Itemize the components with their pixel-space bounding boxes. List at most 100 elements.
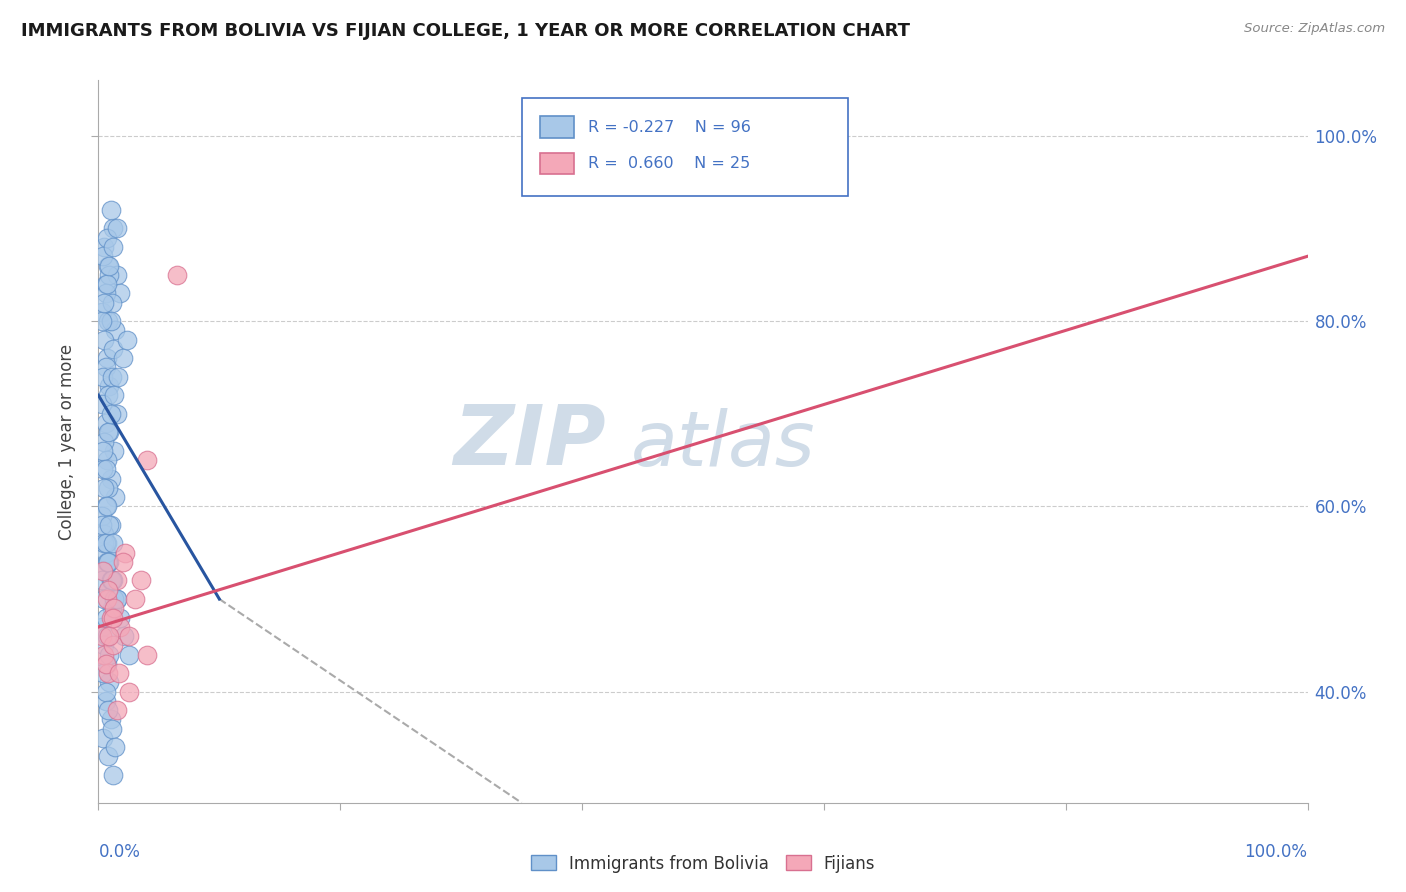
- Point: [103, 592, 125, 607]
- Point: [98, 675, 121, 690]
- Point: [96, 536, 118, 550]
- FancyBboxPatch shape: [540, 117, 574, 138]
- Text: IMMIGRANTS FROM BOLIVIA VS FIJIAN COLLEGE, 1 YEAR OR MORE CORRELATION CHART: IMMIGRANTS FROM BOLIVIA VS FIJIAN COLLEG…: [21, 22, 910, 40]
- Text: ZIP: ZIP: [454, 401, 606, 482]
- Point: [166, 268, 188, 282]
- Point: [117, 333, 139, 347]
- Point: [91, 574, 114, 588]
- Point: [98, 555, 121, 569]
- Point: [100, 314, 122, 328]
- Point: [101, 638, 124, 652]
- Point: [101, 768, 124, 782]
- Point: [129, 574, 152, 588]
- Point: [93, 638, 115, 652]
- Point: [100, 517, 122, 532]
- Point: [91, 397, 114, 411]
- Point: [107, 369, 129, 384]
- Point: [97, 749, 120, 764]
- Point: [105, 592, 128, 607]
- Point: [100, 295, 122, 310]
- Point: [97, 666, 120, 681]
- Point: [91, 564, 114, 578]
- Point: [97, 388, 120, 402]
- Text: R = -0.227    N = 96: R = -0.227 N = 96: [588, 120, 751, 135]
- Text: atlas: atlas: [630, 409, 815, 483]
- Point: [93, 536, 115, 550]
- Point: [101, 574, 124, 588]
- Point: [118, 684, 141, 698]
- Point: [94, 536, 117, 550]
- Point: [94, 657, 117, 671]
- Y-axis label: College, 1 year or more: College, 1 year or more: [58, 343, 76, 540]
- Point: [108, 610, 131, 624]
- Point: [93, 648, 115, 662]
- Point: [96, 277, 118, 291]
- Point: [96, 351, 118, 366]
- Text: R =  0.660    N = 25: R = 0.660 N = 25: [588, 156, 751, 171]
- Point: [94, 462, 117, 476]
- Point: [93, 295, 115, 310]
- Point: [104, 490, 127, 504]
- Point: [91, 517, 114, 532]
- Point: [91, 369, 114, 384]
- Legend: Immigrants from Bolivia, Fijians: Immigrants from Bolivia, Fijians: [524, 848, 882, 880]
- Point: [97, 582, 120, 597]
- Text: Source: ZipAtlas.com: Source: ZipAtlas.com: [1244, 22, 1385, 36]
- Point: [98, 629, 121, 643]
- Point: [97, 314, 120, 328]
- Point: [96, 657, 118, 671]
- Point: [135, 648, 157, 662]
- Point: [100, 574, 122, 588]
- Point: [100, 722, 122, 736]
- Point: [100, 407, 122, 421]
- Point: [97, 555, 120, 569]
- Point: [101, 221, 124, 235]
- Point: [135, 453, 157, 467]
- Point: [105, 592, 128, 607]
- Point: [93, 240, 115, 254]
- Point: [111, 351, 134, 366]
- Point: [96, 555, 118, 569]
- Point: [96, 592, 118, 607]
- Point: [91, 620, 114, 634]
- Point: [94, 694, 117, 708]
- Point: [101, 240, 124, 254]
- Point: [108, 666, 131, 681]
- Point: [97, 703, 120, 717]
- Point: [91, 666, 114, 681]
- Point: [105, 574, 128, 588]
- Point: [91, 564, 114, 578]
- Point: [97, 481, 120, 495]
- Point: [91, 629, 114, 643]
- Point: [105, 221, 128, 235]
- Point: [114, 546, 136, 560]
- Point: [103, 388, 125, 402]
- Point: [91, 462, 114, 476]
- Point: [94, 500, 117, 514]
- Point: [93, 481, 115, 495]
- Point: [101, 610, 124, 624]
- Point: [100, 601, 122, 615]
- Point: [91, 508, 114, 523]
- Point: [100, 202, 122, 217]
- Point: [118, 629, 141, 643]
- Point: [93, 592, 115, 607]
- Point: [98, 379, 121, 393]
- Point: [100, 610, 122, 624]
- Point: [111, 555, 134, 569]
- Point: [104, 740, 127, 755]
- Point: [97, 259, 120, 273]
- Point: [98, 517, 121, 532]
- Point: [94, 360, 117, 375]
- Point: [124, 592, 146, 607]
- Point: [96, 453, 118, 467]
- Text: 0.0%: 0.0%: [98, 843, 141, 861]
- Point: [94, 684, 117, 698]
- Point: [94, 416, 117, 430]
- Point: [98, 648, 121, 662]
- Point: [93, 527, 115, 541]
- Point: [91, 443, 114, 458]
- Point: [100, 472, 122, 486]
- Point: [91, 314, 114, 328]
- Point: [91, 731, 114, 745]
